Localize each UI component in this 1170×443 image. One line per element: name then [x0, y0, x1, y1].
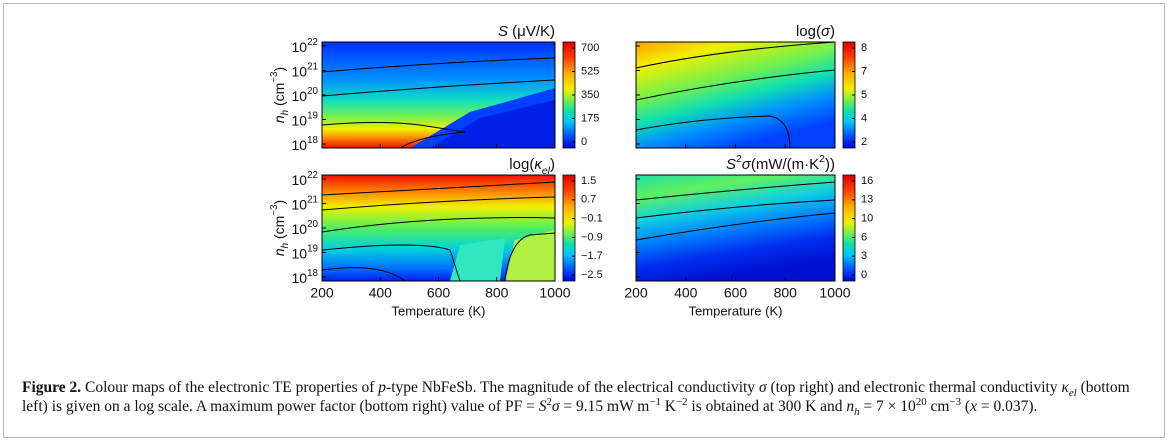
x-axis-label: Temperature (K) [392, 303, 486, 318]
caption-text: cm [926, 398, 950, 415]
caption-text: κ [1061, 379, 1069, 396]
colorbar-tick-label: 0 [581, 136, 587, 148]
y-tick-label: 1020 [292, 219, 319, 237]
caption-text: S [538, 398, 547, 415]
y-tick-label: 1022 [292, 170, 318, 188]
caption-text: (bottom left) is given on a log scale. A… [22, 379, 1130, 415]
caption-text: h [854, 406, 860, 419]
figure-frame [3, 3, 1165, 438]
map-conductivity [635, 41, 836, 149]
colorbar-tick-label: 700 [581, 42, 599, 54]
x-tick-label: 400 [674, 285, 698, 301]
caption-text: p [378, 379, 387, 396]
caption-text: −3 [949, 395, 962, 408]
map-power-factor [635, 174, 836, 282]
colorbar [562, 174, 576, 282]
caption-text: n [846, 398, 855, 415]
colorbar-tick-label: −0.1 [581, 213, 603, 225]
colorbar-tick-label: 3 [861, 250, 867, 262]
y-axis-label: nh (cm−3) [269, 200, 291, 256]
colorbar-tick-label: 525 [581, 65, 599, 77]
colorbar-tick-label: −2.5 [581, 269, 603, 281]
panel-title: S (μV/K) [498, 23, 555, 40]
caption-text: σ [758, 379, 767, 396]
y-tick-label: 1019 [292, 244, 318, 262]
panel-title: log(σ) [796, 23, 835, 40]
y-tick-label: 1021 [292, 195, 318, 213]
caption-text: -type NbFeSb. The magnitude of the elect… [386, 379, 759, 396]
caption-text: ( [961, 398, 971, 415]
caption: Figure 2. Colour maps of the electronic … [22, 378, 1147, 419]
y-tick-label: 1020 [292, 86, 319, 104]
colorbar-tick-label: 8 [861, 42, 867, 54]
map-thermal-conductivity [321, 174, 556, 282]
colorbar-tick-label: 10 [861, 213, 873, 225]
colorbar-tick-label: 0.7 [581, 194, 596, 206]
colorbar [842, 174, 856, 282]
caption-text: 20 [915, 395, 927, 408]
colorbar-tick-label: 1.5 [581, 175, 596, 187]
colorbar-tick-label: 0 [861, 269, 867, 281]
y-tick-label: 1021 [292, 62, 318, 80]
caption-text: el [1068, 387, 1077, 400]
caption-text: σ [551, 398, 560, 415]
colorbar-tick-label: 4 [861, 112, 867, 124]
colorbar-tick-label: −0.9 [581, 231, 603, 243]
colorbar-tick-label: 5 [861, 89, 867, 101]
y-tick-label: 1019 [292, 111, 318, 129]
x-tick-label: 800 [774, 285, 798, 301]
caption-text: = 0.037). [976, 398, 1038, 415]
y-tick-label: 1018 [292, 135, 319, 153]
colorbar-tick-label: 350 [581, 89, 599, 101]
caption-text: is obtained at 300 K and [687, 398, 847, 415]
x-axis-label: Temperature (K) [689, 303, 783, 318]
caption-text: −2 [676, 395, 688, 408]
y-axis-label: nh (cm−3) [269, 67, 291, 123]
colorbar-tick-label: 13 [861, 194, 873, 206]
colorbar-tick-label: 16 [861, 175, 873, 187]
x-tick-label: 800 [485, 285, 509, 301]
colorbar-tick-label: 7 [861, 65, 867, 77]
x-tick-label: 200 [624, 285, 648, 301]
x-tick-label: 1000 [539, 285, 570, 301]
figure: S (μV/K)70052535017501022102110201019101… [269, 23, 873, 318]
caption-text: = 7 × 10 [859, 398, 916, 415]
panel-title: log(κel) [509, 156, 555, 177]
y-tick-label: 1022 [292, 37, 318, 55]
colorbar-tick-label: 6 [861, 231, 867, 243]
x-tick-label: 1000 [819, 285, 850, 301]
x-tick-label: 200 [310, 285, 334, 301]
caption-text: K [660, 398, 676, 415]
colorbar-tick-label: 2 [861, 136, 867, 148]
colorbar-tick-label: 175 [581, 112, 599, 124]
caption-text: −1 [649, 395, 661, 408]
caption-text: 2 [546, 395, 552, 408]
map-seebeck [321, 41, 556, 149]
caption-text: = 9.15 mW m [559, 398, 650, 415]
caption-text: x [970, 398, 977, 415]
caption-label: Figure 2. [22, 379, 82, 396]
x-tick-label: 600 [427, 285, 451, 301]
panel-title: S2σ(mW/(m·K2)) [726, 153, 835, 173]
caption-text: (top right) and electronic thermal condu… [766, 379, 1062, 396]
y-tick-label: 1018 [292, 268, 319, 286]
x-tick-label: 600 [724, 285, 748, 301]
caption-text: Colour maps of the electronic TE propert… [81, 379, 379, 396]
x-tick-label: 400 [369, 285, 393, 301]
colorbar-tick-label: −1.7 [581, 250, 603, 262]
